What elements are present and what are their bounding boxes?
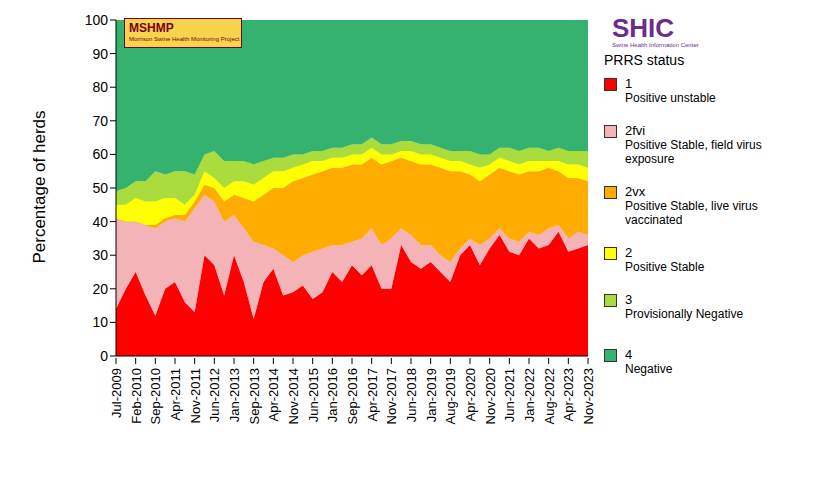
- svg-text:30: 30: [92, 247, 108, 263]
- svg-text:Sep-2013: Sep-2013: [247, 368, 262, 424]
- svg-text:10: 10: [92, 314, 108, 330]
- html-text:Positive Stable: Positive Stable: [625, 260, 705, 274]
- html-text:MSHMP: MSHMP: [129, 21, 174, 35]
- svg-text:Apr-2017: Apr-2017: [365, 368, 380, 421]
- html-text:PRRS status: PRRS status: [604, 52, 685, 68]
- html-text:Positive unstable: Positive unstable: [625, 91, 716, 105]
- html-text:Positive Stable, live virus va: Positive Stable, live virus vaccinated: [625, 199, 758, 227]
- html-text:4: 4: [625, 347, 633, 362]
- svg-text:Jun-2012: Jun-2012: [207, 368, 222, 422]
- svg-text:Jan-2022: Jan-2022: [522, 368, 537, 422]
- html-text:2: 2: [625, 245, 633, 260]
- svg-text:70: 70: [92, 113, 108, 129]
- svg-text:0: 0: [100, 348, 108, 364]
- svg-text:Nov-2017: Nov-2017: [384, 368, 399, 424]
- svg-text:20: 20: [92, 281, 108, 297]
- html-text:Positive Stable, field virus e: Positive Stable, field virus exposure: [625, 138, 762, 166]
- svg-text:Jan-2013: Jan-2013: [227, 368, 242, 422]
- svg-text:Apr-2023: Apr-2023: [561, 368, 576, 421]
- svg-text:Nov-2020: Nov-2020: [483, 368, 498, 424]
- svg-text:Jun-2018: Jun-2018: [404, 368, 419, 422]
- html-text:Provisionally Negative: Provisionally Negative: [625, 307, 744, 321]
- svg-text:100: 100: [85, 12, 109, 28]
- svg-text:Aug-2022: Aug-2022: [542, 368, 557, 424]
- svg-text:40: 40: [92, 214, 108, 230]
- html-text:1: 1: [625, 76, 633, 91]
- svg-text:Aug-2019: Aug-2019: [443, 368, 458, 424]
- svg-text:Jun-2021: Jun-2021: [502, 368, 517, 422]
- svg-text:Apr-2014: Apr-2014: [266, 368, 281, 421]
- svg-text:60: 60: [92, 146, 108, 162]
- svg-text:Nov-2011: Nov-2011: [188, 368, 203, 423]
- svg-text:Nov-2023: Nov-2023: [581, 368, 596, 424]
- svg-text:Feb-2010: Feb-2010: [129, 368, 144, 424]
- svg-text:50: 50: [92, 180, 108, 196]
- html-text:Morrison Swine Health Monitori: Morrison Swine Health Monitoring Project: [129, 36, 240, 42]
- svg-text:Sep-2016: Sep-2016: [345, 368, 360, 424]
- html-text:Swine Health Information Cente: Swine Health Information Center: [612, 42, 699, 48]
- svg-text:Jan-2019: Jan-2019: [424, 368, 439, 422]
- html-text:SHIC: SHIC: [612, 13, 675, 43]
- html-text:Percentage of herds: Percentage of herds: [30, 110, 49, 264]
- svg-text:90: 90: [92, 46, 108, 62]
- svg-text:Jun-2015: Jun-2015: [306, 368, 321, 422]
- svg-text:80: 80: [92, 79, 108, 95]
- html-text:Negative: Negative: [625, 362, 673, 376]
- svg-text:Apr-2020: Apr-2020: [463, 368, 478, 421]
- svg-text:Nov-2014: Nov-2014: [286, 368, 301, 424]
- html-text:2fvi: 2fvi: [625, 123, 646, 138]
- svg-text:Sep-2010: Sep-2010: [148, 368, 163, 424]
- svg-text:Jan-2016: Jan-2016: [325, 368, 340, 422]
- svg-text:Apr-2011: Apr-2011: [168, 368, 183, 421]
- html-text:3: 3: [625, 292, 633, 307]
- html-text:2vx: 2vx: [625, 184, 646, 199]
- svg-text:Jul-2009: Jul-2009: [109, 368, 124, 418]
